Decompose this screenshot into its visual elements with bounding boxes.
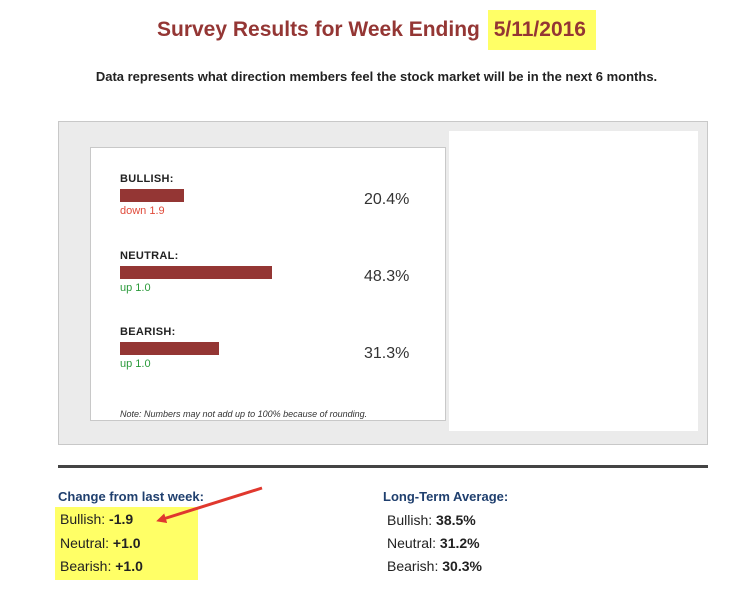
change-bearish: Bearish: +1.0 — [60, 558, 143, 574]
bearish-row: BEARISH: up 1.0 — [120, 326, 420, 370]
results-panel: BULLISH: down 1.9 20.4% NEUTRAL: up 1.0 … — [58, 121, 708, 445]
change-bearish-value: +1.0 — [115, 558, 143, 574]
sentiment-chart: BULLISH: down 1.9 20.4% NEUTRAL: up 1.0 … — [90, 147, 446, 421]
change-heading: Change from last week: — [58, 489, 204, 504]
lta-neutral-value: 31.2% — [439, 535, 480, 551]
lta-bearish-label: Bearish: — [387, 558, 439, 574]
page-title: Survey Results for Week Ending 5/11/2016 — [0, 10, 753, 50]
subtitle: Data represents what direction members f… — [95, 69, 658, 84]
section-divider — [58, 465, 708, 468]
bearish-change: up 1.0 — [120, 358, 151, 370]
bullish-label: BULLISH: — [120, 173, 174, 185]
lta-neutral: Neutral: 31.2% — [387, 535, 480, 551]
neutral-bar — [120, 266, 273, 279]
change-neutral: Neutral: +1.0 — [60, 535, 141, 551]
week-ending-date: 5/11/2016 — [487, 10, 596, 50]
title-text: Survey Results for Week Ending — [157, 18, 480, 41]
change-bullish-value: -1.9 — [109, 511, 134, 527]
blank-side-panel — [449, 131, 698, 431]
neutral-percent: 48.3% — [364, 268, 410, 285]
long-term-heading: Long-Term Average: — [383, 489, 509, 504]
lta-bullish: Bullish: 38.5% — [387, 512, 476, 528]
bullish-percent: 20.4% — [364, 191, 410, 208]
neutral-change: up 1.0 — [120, 282, 151, 294]
lta-bullish-label: Bullish: — [387, 512, 433, 528]
neutral-row: NEUTRAL: up 1.0 — [120, 250, 420, 294]
change-bearish-label: Bearish: — [60, 558, 112, 574]
neutral-label: NEUTRAL: — [120, 250, 179, 262]
bullish-change: down 1.9 — [120, 205, 165, 217]
lta-bearish-value: 30.3% — [442, 558, 482, 574]
lta-bearish: Bearish: 30.3% — [387, 558, 482, 574]
change-bullish-label: Bullish: — [60, 511, 106, 527]
change-bullish: Bullish: -1.9 — [60, 511, 133, 527]
bullish-row: BULLISH: down 1.9 — [120, 173, 420, 217]
change-neutral-value: +1.0 — [112, 535, 141, 551]
bullish-bar — [120, 189, 185, 202]
bearish-bar — [120, 342, 219, 355]
change-neutral-label: Neutral: — [60, 535, 110, 551]
bearish-label: BEARISH: — [120, 326, 176, 338]
lta-neutral-label: Neutral: — [387, 535, 437, 551]
rounding-note: Note: Numbers may not add up to 100% bec… — [120, 409, 368, 419]
lta-bullish-value: 38.5% — [436, 512, 476, 528]
bearish-percent: 31.3% — [364, 345, 410, 362]
